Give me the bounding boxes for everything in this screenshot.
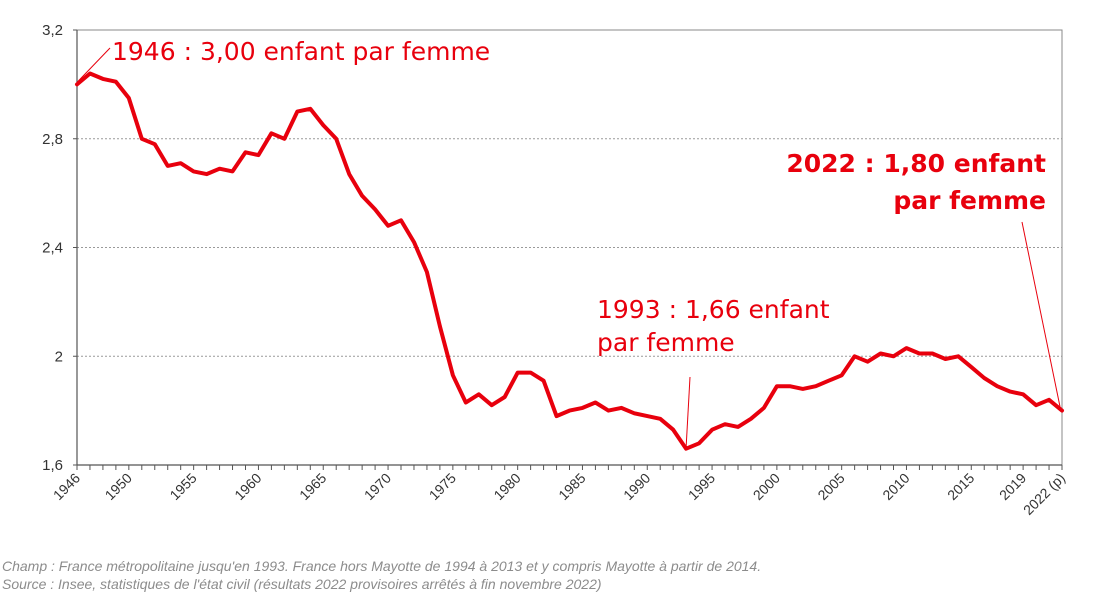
x-tick-label-1965: 1965 xyxy=(296,470,329,503)
x-tick-label-1970: 1970 xyxy=(361,470,394,503)
y-tick-label-2: 2,4 xyxy=(42,240,63,257)
annotation-leader-2022 xyxy=(1021,221,1061,407)
annotation-leader-1993 xyxy=(685,376,691,447)
y-tick-label-1: 2 xyxy=(55,348,63,365)
annotation-2022-line-1: par femme xyxy=(893,186,1046,215)
champ-note: Champ : France métropolitaine jusqu'en 1… xyxy=(2,558,762,574)
annotations: 1946 : 3,00 enfant par femme 1993 : 1,66 … xyxy=(76,37,1061,447)
y-tick-label-4: 3,2 xyxy=(42,22,63,39)
series-group xyxy=(75,71,1064,451)
y-tick-label-0: 1,6 xyxy=(42,457,63,474)
x-tick-label-1960: 1960 xyxy=(231,470,264,503)
x-tick-label-1990: 1990 xyxy=(620,470,653,503)
x-tick-label-2000: 2000 xyxy=(750,470,783,503)
annotation-1993-line-0: 1993 : 1,66 enfant xyxy=(597,295,830,324)
x-tick-label-2005: 2005 xyxy=(814,470,847,503)
annotation-1946-line-0: 1946 : 3,00 enfant par femme xyxy=(112,37,490,66)
y-tick-label-3: 2,8 xyxy=(42,131,63,148)
x-tick-label-2019: 2019 xyxy=(996,470,1029,503)
chart-notes: Champ : France métropolitaine jusqu'en 1… xyxy=(2,557,761,593)
x-tick-label-2015: 2015 xyxy=(944,470,977,503)
x-tick-label-1955: 1955 xyxy=(166,470,199,503)
x-tick-label-2022: 2022 (p) xyxy=(1020,470,1068,518)
x-tick-label-1995: 1995 xyxy=(685,470,718,503)
fertility-line-chart: 1,622,42,83,2 1946 1950 1955 1960 1965 1970 19… xyxy=(42,22,1068,518)
x-axis-ticks: 1946 1950 1955 1960 1965 1970 1975 1980 1985 1990… xyxy=(50,465,1068,518)
annotation-leader-1946 xyxy=(76,47,111,83)
annotation-2022-line-0: 2022 : 1,80 enfant xyxy=(786,149,1046,178)
x-tick-label-1946: 1946 xyxy=(50,470,83,503)
x-tick-label-1950: 1950 xyxy=(102,470,135,503)
x-tick-label-1975: 1975 xyxy=(426,470,459,503)
series-line-fertility xyxy=(75,71,1064,451)
x-tick-label-1985: 1985 xyxy=(555,470,588,503)
annotation-1993-line-1: par femme xyxy=(597,328,735,357)
x-tick-label-1980: 1980 xyxy=(490,470,523,503)
source-note: Source : Insee, statistiques de l'état c… xyxy=(2,576,602,592)
y-axis-ticks: 1,6 2 2,4 2,8 3,2 xyxy=(42,22,77,474)
x-tick-label-2010: 2010 xyxy=(879,470,912,503)
